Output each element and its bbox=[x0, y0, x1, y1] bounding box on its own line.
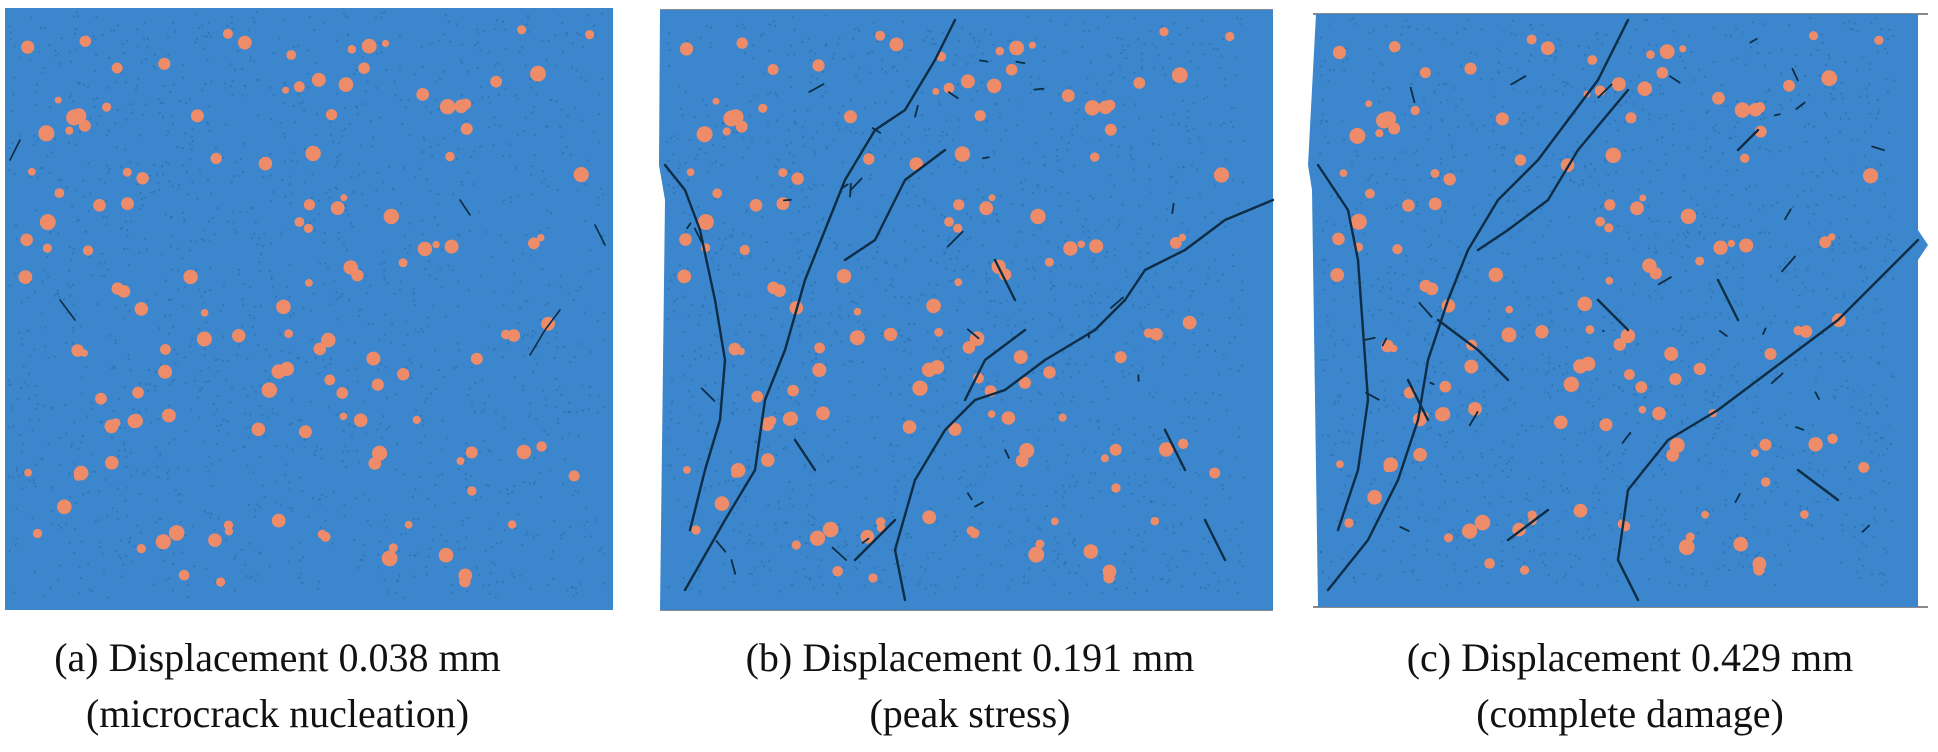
specimen-a bbox=[5, 8, 613, 610]
specimen-c bbox=[1308, 13, 1928, 608]
specimen-body bbox=[659, 10, 1273, 610]
crack-paths bbox=[663, 18, 1275, 602]
panel-a bbox=[0, 0, 640, 640]
caption-c-line2: (complete damage) bbox=[1476, 691, 1784, 736]
crack-paths bbox=[9, 139, 606, 356]
aggregate-particles bbox=[18, 25, 595, 588]
aggregate-particles bbox=[677, 27, 1235, 584]
panel-b bbox=[645, 0, 1295, 640]
caption-a-line1: (a) Displacement 0.038 mm bbox=[54, 635, 501, 680]
crack-paths bbox=[1316, 18, 1920, 602]
caption-a-line2: (microcrack nucleation) bbox=[85, 691, 470, 736]
caption-a: (a) Displacement 0.038 mm (microcrack nu… bbox=[0, 630, 555, 742]
mesh-texture bbox=[1319, 17, 1895, 588]
caption-b-line1: (b) Displacement 0.191 mm bbox=[745, 635, 1195, 680]
mesh-texture bbox=[665, 14, 1246, 595]
panel-c bbox=[1298, 0, 1938, 640]
specimen-b bbox=[659, 9, 1275, 611]
specimen-body bbox=[1308, 14, 1928, 607]
caption-c: (c) Displacement 0.429 mm (complete dama… bbox=[1360, 630, 1900, 742]
caption-c-line1: (c) Displacement 0.429 mm bbox=[1406, 635, 1854, 680]
aggregate-particles bbox=[1330, 31, 1884, 576]
caption-b: (b) Displacement 0.191 mm (peak stress) bbox=[700, 630, 1240, 742]
caption-b-line2: (peak stress) bbox=[869, 691, 1071, 736]
